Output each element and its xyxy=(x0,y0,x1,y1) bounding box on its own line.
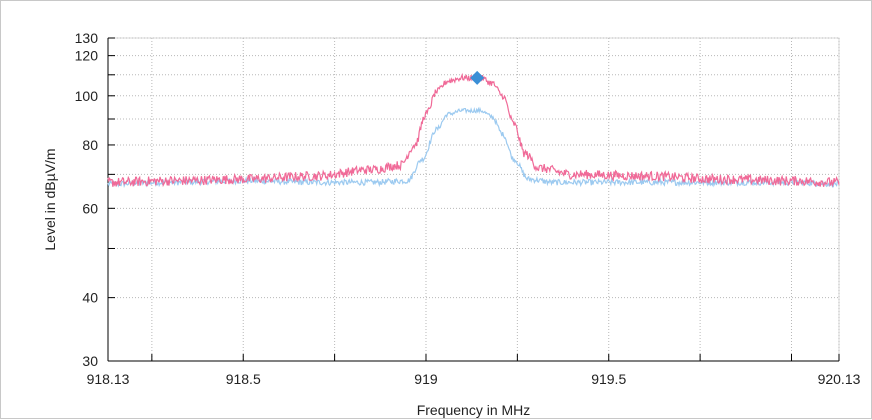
x-tick-label: 920.13 xyxy=(818,371,861,387)
grid-lines xyxy=(107,37,840,362)
y-axis-title: Level in dBµV/m xyxy=(42,148,58,250)
y-tick-label: 100 xyxy=(75,88,99,104)
markers-group xyxy=(470,70,485,85)
y-tick-label: 120 xyxy=(75,48,99,64)
peak-marker xyxy=(470,70,485,85)
y-tick-label: 130 xyxy=(75,30,99,46)
series-group xyxy=(107,72,840,189)
y-tick-label: 60 xyxy=(82,200,98,216)
x-tick-label: 918.5 xyxy=(226,371,261,387)
tick-labels: 918.13 918.5 919 919.5 920.13 30 40 60 80 100 120 1… xyxy=(75,30,861,387)
series-line xyxy=(107,72,840,188)
x-axis-title: Frequency in MHz xyxy=(417,402,531,418)
plot-area xyxy=(107,37,840,362)
y-tick-label: 80 xyxy=(82,137,98,153)
y-tick-label: 40 xyxy=(82,290,98,306)
series-line xyxy=(107,106,840,189)
axes xyxy=(107,37,840,362)
y-tick-label: 30 xyxy=(82,353,98,369)
x-tick-label: 918.13 xyxy=(87,371,130,387)
x-tick-label: 919 xyxy=(414,371,438,387)
x-tick-label: 919.5 xyxy=(591,371,626,387)
